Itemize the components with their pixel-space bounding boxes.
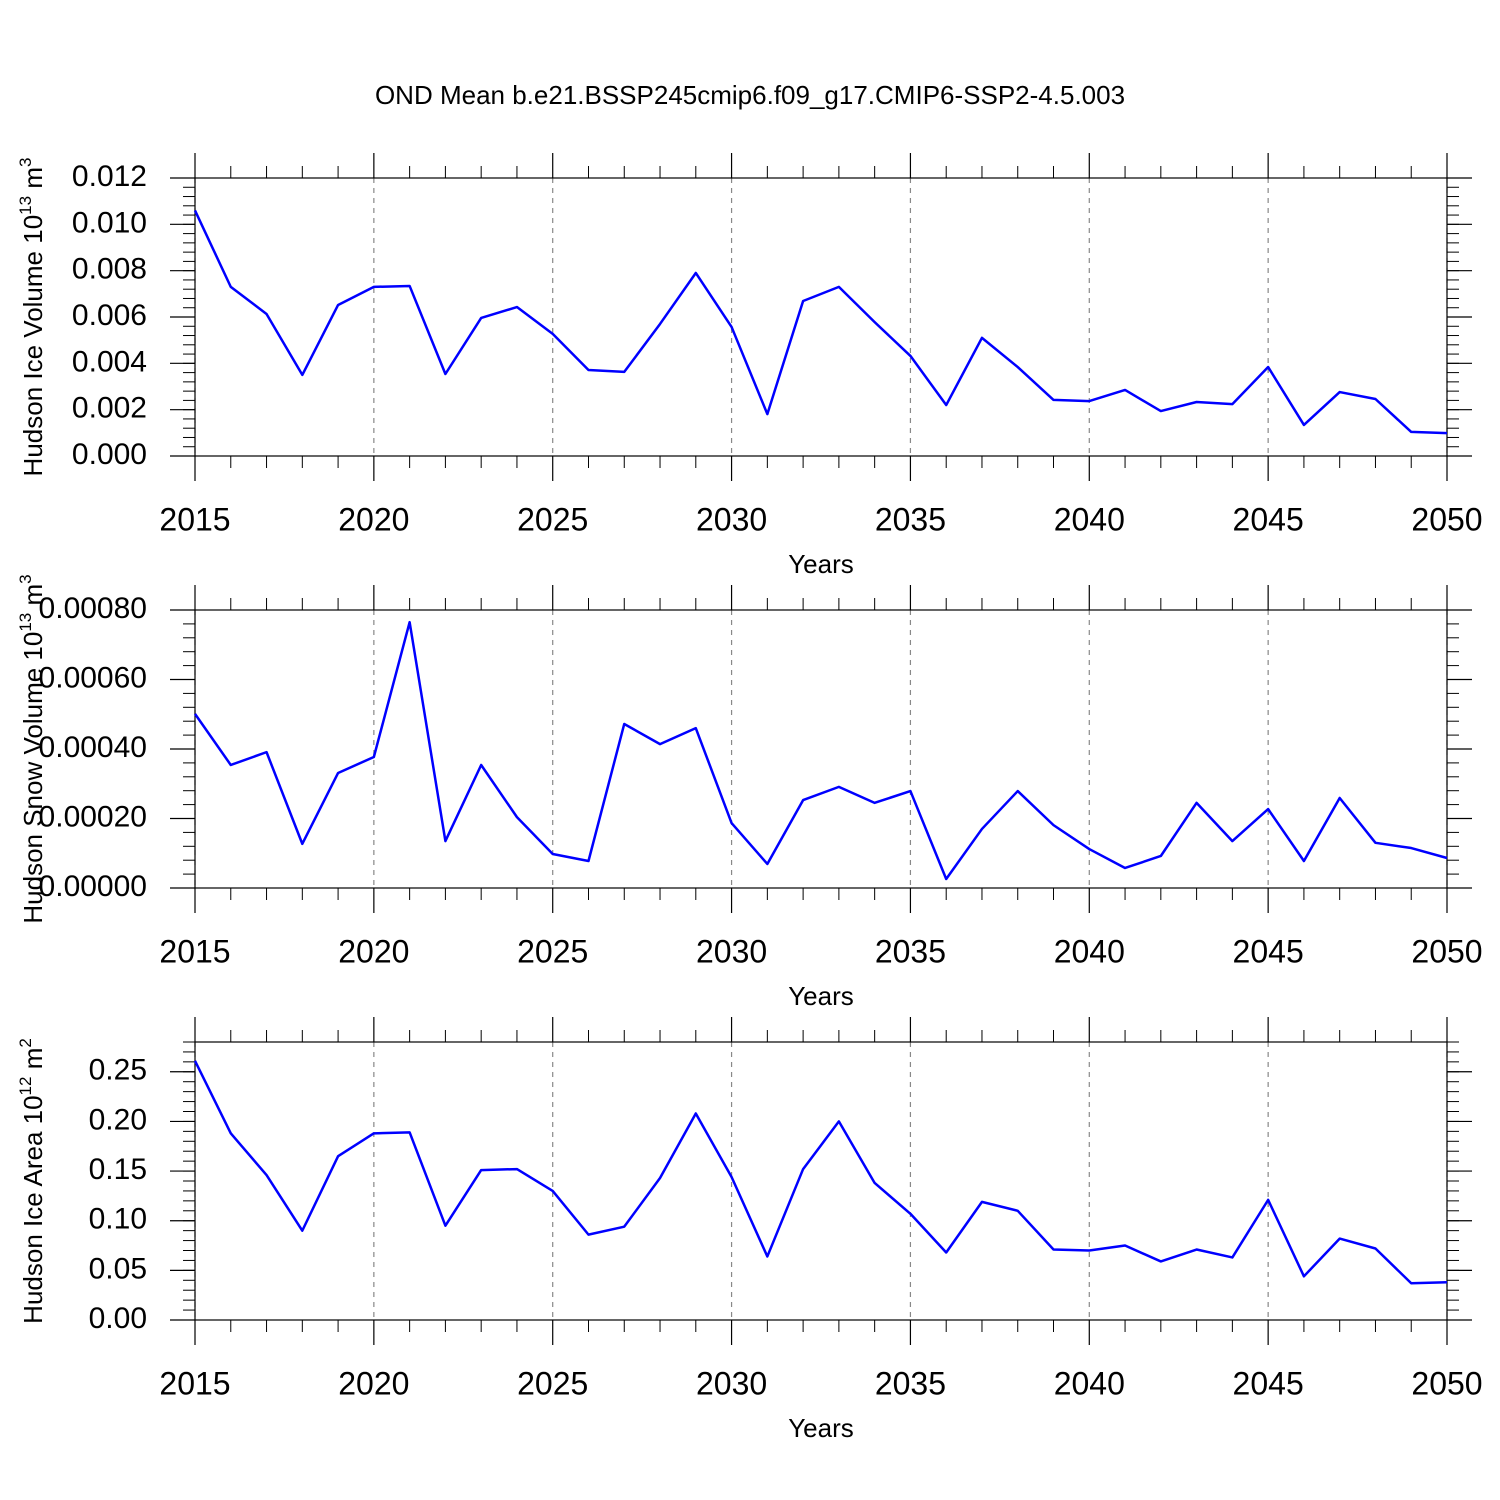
y-axis-label-part: Hudson Ice Volume 10 [18,215,48,477]
plot-frame [194,609,1448,889]
panel: 2015 2020 2025 2030 2035 2040 2045 2050 0.000 0.0… [16,153,1483,579]
data-line [193,209,1448,435]
x-tick-label: 2030 [696,501,767,537]
plot-frame [194,1041,1448,1321]
y-tick-label: 0.00000 [39,870,147,903]
y-tick-label: 0.000 [72,438,147,471]
y-tick-label: 0.00060 [39,661,147,694]
x-tick-label: 2020 [338,501,409,537]
y-axis-label: Hudson Ice Area 1012 m2 [16,1038,48,1324]
x-tick-label: 2020 [338,933,409,969]
y-axis-label-part: m [18,1048,48,1077]
panel: 2015 2020 2025 2030 2035 2040 2045 2050 0.00 0.05… [16,1017,1483,1443]
x-tick-label: 2025 [517,933,588,969]
x-tick-label: 2050 [1411,1365,1482,1401]
y-tick-label: 0.05 [89,1252,147,1285]
y-tick-label: 0.002 [72,392,147,425]
y-tick-label: 0.006 [72,299,147,332]
y-tick-label: 0.00080 [39,592,147,625]
y-tick-label: 0.008 [72,253,147,286]
y-tick-label: 0.00020 [39,800,147,833]
x-tick-label: 2015 [159,933,230,969]
y-tick-label: 0.012 [72,160,147,193]
figure-title: OND Mean b.e21.BSSP245cmip6.f09_g17.CMIP… [375,80,1125,110]
x-tick-label: 2035 [875,933,946,969]
x-tick-label: 2045 [1233,501,1304,537]
y-axis-label-exponent: 13 [16,196,35,215]
x-tick-label: 2020 [338,1365,409,1401]
plot-frame [194,177,1448,457]
y-axis-label-exponent: 3 [16,158,35,167]
x-tick-label: 2035 [875,1365,946,1401]
y-axis-label-part: m [18,584,48,613]
y-axis-label-exponent: 3 [16,574,35,583]
panel: 2015 2020 2025 2030 2035 2040 2045 2050 0.00000 0… [16,574,1483,1011]
x-tick-label: 2040 [1054,501,1125,537]
y-tick-label: 0.15 [89,1153,147,1186]
y-tick-label: 0.20 [89,1103,147,1136]
y-tick-label: 0.00 [89,1302,147,1335]
x-axis-label: Years [788,549,854,579]
x-tick-label: 2030 [696,1365,767,1401]
x-tick-label: 2050 [1411,501,1482,537]
x-tick-label: 2035 [875,501,946,537]
x-tick-label: 2045 [1233,933,1304,969]
x-axis-label: Years [788,1413,854,1443]
y-tick-label: 0.00040 [39,731,147,764]
y-axis-label-exponent: 12 [16,1077,35,1096]
y-axis-label-exponent: 2 [16,1038,35,1047]
x-tick-label: 2015 [159,501,230,537]
y-axis-label-part: Hudson Snow Volume 10 [18,632,48,924]
y-axis-label-part: Hudson Ice Area 10 [18,1095,48,1323]
x-tick-label: 2050 [1411,933,1482,969]
y-tick-label: 0.010 [72,206,147,239]
y-axis-label-exponent: 13 [16,613,35,632]
x-tick-label: 2015 [159,1365,230,1401]
x-tick-label: 2040 [1054,1365,1125,1401]
data-line [193,1060,1448,1285]
y-tick-label: 0.25 [89,1054,147,1087]
y-tick-label: 0.10 [89,1203,147,1236]
y-axis-label: Hudson Snow Volume 1013 m3 [16,574,48,923]
y-tick-label: 0.004 [72,345,147,378]
y-axis-label: Hudson Ice Volume 1013 m3 [16,158,48,477]
x-tick-label: 2045 [1233,1365,1304,1401]
x-tick-label: 2030 [696,933,767,969]
x-tick-label: 2040 [1054,933,1125,969]
x-tick-label: 2025 [517,1365,588,1401]
y-axis-label-part: m [18,167,48,196]
x-axis-label: Years [788,981,854,1011]
data-line [193,620,1448,881]
x-tick-label: 2025 [517,501,588,537]
